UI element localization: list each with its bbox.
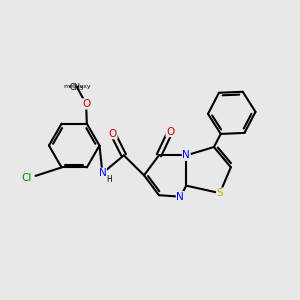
Text: Cl: Cl [22, 173, 32, 183]
Text: N: N [182, 150, 190, 160]
Text: N: N [176, 192, 184, 202]
Text: O: O [82, 99, 90, 109]
Text: H: H [106, 175, 112, 184]
Text: O: O [166, 127, 174, 136]
Text: methoxy: methoxy [63, 84, 91, 88]
Text: O: O [109, 129, 117, 139]
Text: S: S [217, 188, 223, 198]
Text: CH₃: CH₃ [70, 83, 84, 92]
Text: N: N [99, 168, 106, 178]
